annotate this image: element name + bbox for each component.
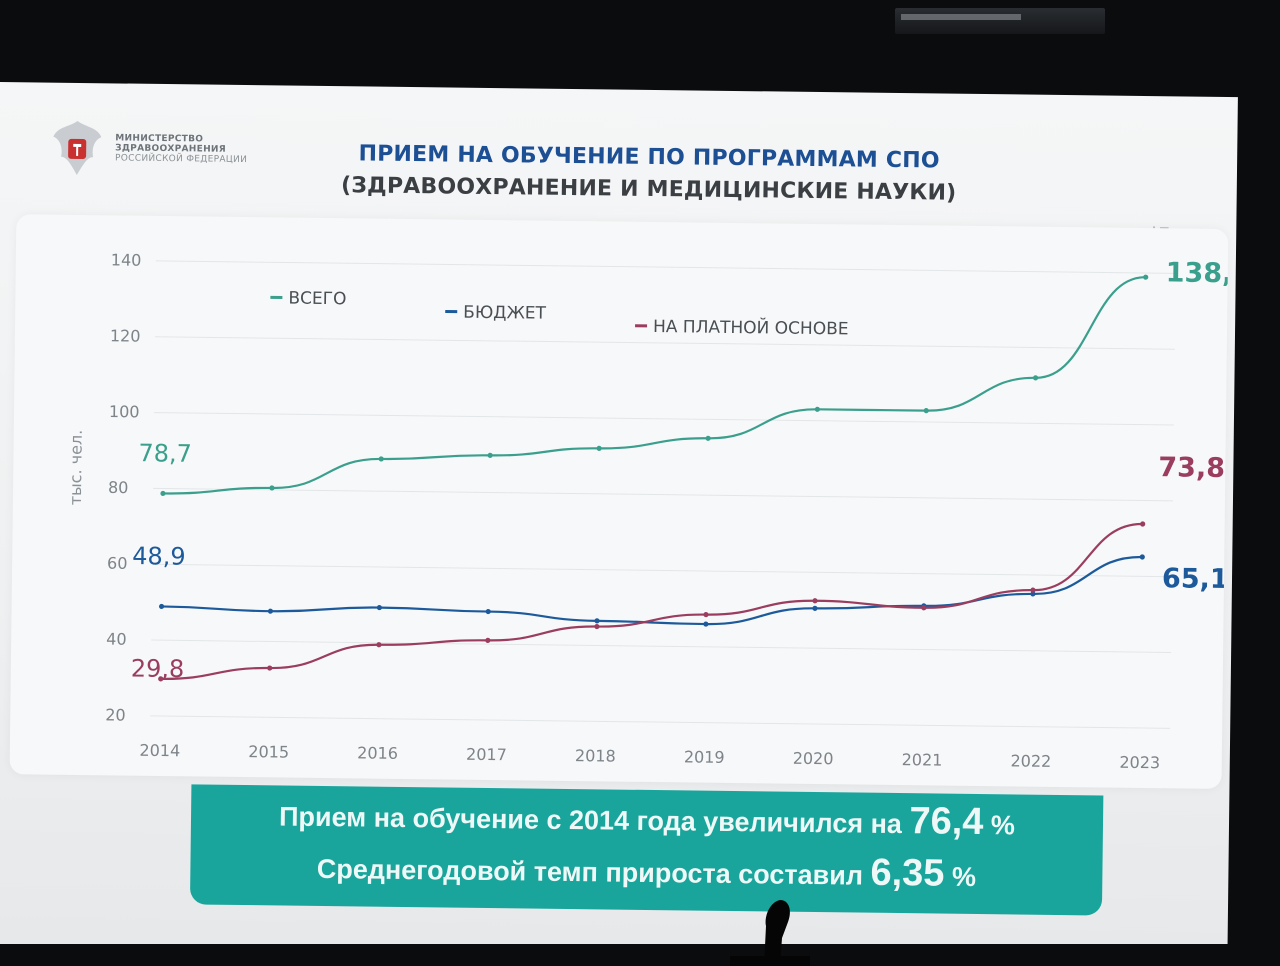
x-tick-label-2017: 2017	[466, 745, 507, 764]
y-tick-label-40: 40	[106, 630, 127, 649]
x-tick-label-2022: 2022	[1010, 751, 1051, 770]
series-0-last-value-label: 138,9	[1166, 257, 1229, 289]
series-1-point-2018	[594, 618, 599, 623]
summary-growth-bold: увеличился на	[703, 807, 910, 840]
series-0-point-2017	[488, 453, 493, 458]
series-2-point-2020	[812, 598, 817, 603]
series-0-point-2020	[815, 407, 820, 412]
series-2-point-2018	[594, 624, 599, 629]
summary-growth-prefix: Прием на обучение с 2014 года	[279, 801, 704, 836]
series-1-point-2015	[268, 609, 273, 614]
series-1-point-2019	[703, 621, 708, 626]
series-0-point-2022	[1033, 375, 1038, 380]
gridline-y-140	[156, 261, 1176, 273]
legend-label-1: БЮДЖЕТ	[463, 303, 547, 324]
x-tick-label-2019: 2019	[684, 747, 725, 766]
gridline-y-40	[151, 640, 1171, 652]
gridline-y-80	[153, 488, 1173, 500]
series-2-last-value-label: 73,8	[1158, 452, 1225, 484]
slide-title: ПРИЕМ НА ОБУЧЕНИЕ ПО ПРОГРАММАМ СПО (ЗДР…	[299, 138, 1000, 211]
summary-line-growth: Прием на обучение с 2014 года увеличился…	[191, 790, 1104, 848]
summary-rate-bold: темп прироста составил	[534, 857, 871, 891]
series-2-point-2022	[1030, 588, 1035, 593]
x-tick-label-2020: 2020	[793, 749, 834, 768]
gridline-y-20	[150, 716, 1170, 728]
series-0-point-2014	[160, 491, 165, 496]
summary-growth-value: 76,4	[909, 800, 983, 843]
series-1-point-2014	[159, 604, 164, 609]
series-0-point-2016	[379, 456, 384, 461]
series-2-point-2019	[703, 612, 708, 617]
series-0-point-2023	[1143, 275, 1148, 280]
x-tick-label-2018: 2018	[575, 746, 616, 765]
screen-bottom-edge	[0, 944, 1280, 960]
ministry-name: МИНИСТЕРСТВО ЗДРАВООХРАНЕНИЯ РОССИЙСКОЙ …	[115, 133, 247, 165]
series-0-point-2021	[924, 408, 929, 413]
chart-card: 20 40 60 80 100 120 140 тыс. чел. 2014 2015 2016 20…	[10, 214, 1229, 789]
summary-line-rate: Среднегодовой темп прироста составил 6,3…	[190, 842, 1103, 900]
summary-banner: Прием на обучение с 2014 года увеличился…	[190, 784, 1103, 915]
gridline-y-120	[155, 337, 1175, 349]
series-line-2	[161, 512, 1143, 691]
series-2-point-2023	[1140, 521, 1145, 526]
x-tick-label-2015: 2015	[248, 742, 289, 761]
x-tick-label-2023: 2023	[1119, 753, 1160, 772]
admissions-line-chart: 20 40 60 80 100 120 140 тыс. чел. 2014 2015 2016 20…	[10, 214, 1229, 789]
gridline-y-60	[152, 564, 1172, 576]
y-tick-label-140: 140	[111, 250, 142, 269]
y-tick-label-20: 20	[105, 705, 126, 724]
series-0-point-2018	[596, 446, 601, 451]
summary-rate-prefix: Среднегодовой	[317, 854, 534, 887]
series-0-point-2019	[706, 436, 711, 441]
summary-growth-unit: %	[983, 810, 1015, 840]
series-0-first-value-label: 78,7	[138, 439, 192, 468]
legend-label-0: ВСЕГО	[288, 289, 346, 310]
y-axis-label: тыс. чел.	[66, 430, 86, 506]
series-1-last-value-label: 65,1	[1162, 563, 1228, 595]
ceiling-light	[895, 8, 1105, 34]
series-line-1	[161, 545, 1142, 629]
ministry-logo: МИНИСТЕРСТВО ЗДРАВООХРАНЕНИЯ РОССИЙСКОЙ …	[49, 117, 300, 190]
eagle-emblem-icon	[49, 117, 106, 182]
legend-label-2: НА ПЛАТНОЙ ОСНОВЕ	[653, 315, 849, 339]
y-tick-label-80: 80	[108, 478, 129, 497]
x-tick-label-2014: 2014	[139, 741, 180, 760]
summary-rate-value: 6,35	[870, 852, 944, 895]
x-tick-label-2021: 2021	[902, 750, 943, 769]
series-1-point-2020	[812, 606, 817, 611]
series-1-point-2016	[377, 605, 382, 610]
series-2-first-value-label: 29,8	[131, 654, 185, 683]
y-tick-label-120: 120	[110, 326, 141, 345]
gridline-y-100	[154, 413, 1174, 425]
ministry-name-line3: РОССИЙСКОЙ ФЕДЕРАЦИИ	[115, 153, 247, 165]
series-1-point-2023	[1140, 554, 1145, 559]
y-tick-label-100: 100	[109, 402, 140, 421]
x-tick-label-2016: 2016	[357, 743, 398, 762]
audience-head-silhouette	[730, 886, 810, 966]
summary-rate-unit: %	[944, 862, 976, 892]
series-1-point-2017	[486, 609, 491, 614]
presentation-slide: МИНИСТЕРСТВО ЗДРАВООХРАНЕНИЯ РОССИЙСКОЙ …	[0, 82, 1238, 959]
series-2-point-2015	[267, 665, 272, 670]
y-tick-label-60: 60	[107, 554, 128, 573]
series-2-point-2017	[485, 638, 490, 643]
series-1-first-value-label: 48,9	[132, 542, 186, 571]
